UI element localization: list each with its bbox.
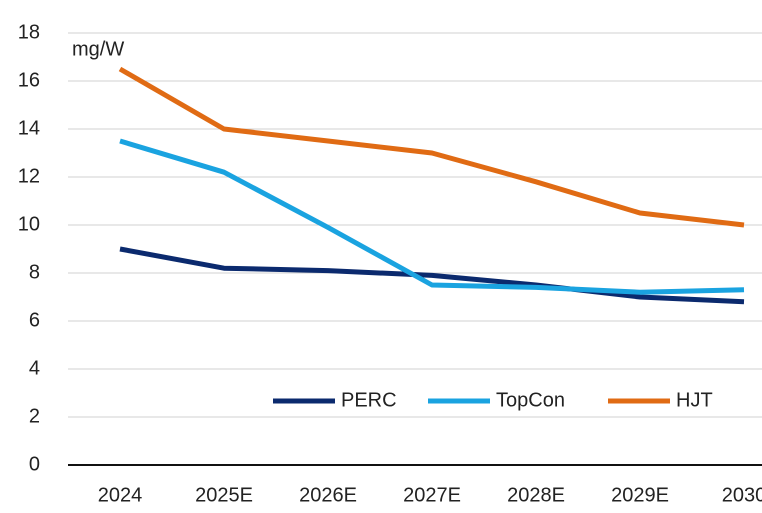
- y-tick-label: 18: [18, 21, 40, 43]
- legend-label: HJT: [676, 389, 713, 411]
- x-tick-label: 2026E: [299, 484, 357, 506]
- x-tick-label: 2029E: [611, 484, 669, 506]
- x-tick-label: 2025E: [195, 484, 253, 506]
- series-line: [118, 66, 745, 228]
- x-tick-label: 2028E: [507, 484, 565, 506]
- y-unit-label: mg/W: [72, 38, 124, 60]
- y-tick-label: 0: [29, 453, 40, 475]
- y-tick-label: 2: [29, 405, 40, 427]
- x-tick-label: 2024: [98, 484, 143, 506]
- series-line: [119, 246, 745, 305]
- y-tick-label: 8: [29, 261, 40, 283]
- series-line: [119, 138, 745, 295]
- legend-label: TopCon: [496, 389, 565, 411]
- y-tick-label: 10: [18, 213, 40, 235]
- y-tick-label: 6: [29, 309, 40, 331]
- y-tick-label: 4: [29, 357, 40, 379]
- y-tick-label: 12: [18, 165, 40, 187]
- x-tick-label: 2030: [722, 484, 762, 506]
- y-tick-label: 14: [18, 117, 40, 139]
- y-tick-label: 16: [18, 69, 40, 91]
- legend-label: PERC: [341, 389, 397, 411]
- x-tick-label: 2027E: [403, 484, 461, 506]
